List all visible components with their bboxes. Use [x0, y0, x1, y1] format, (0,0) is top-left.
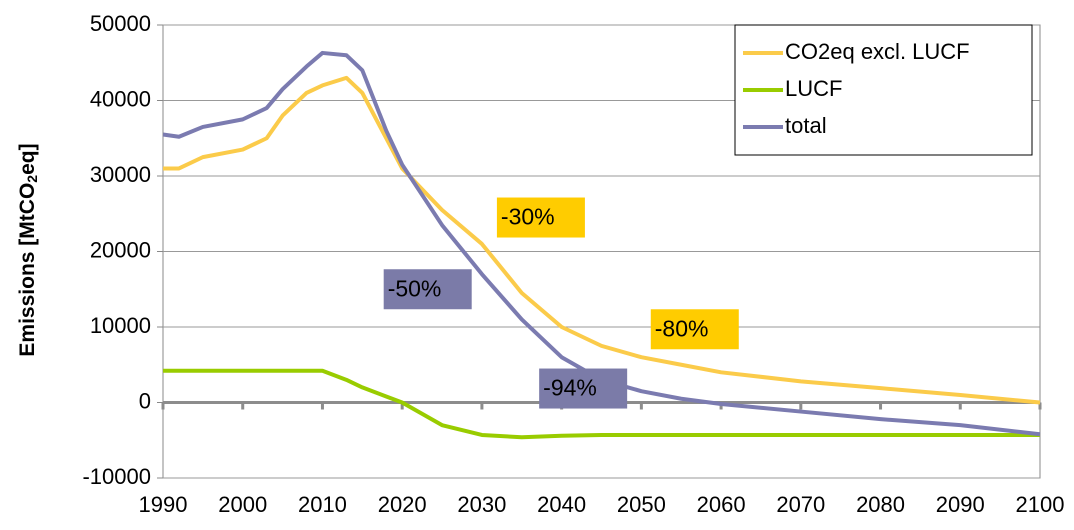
- y-tick-label: -10000: [82, 464, 151, 489]
- legend-box: [734, 24, 1033, 156]
- legend-label: total: [785, 113, 827, 138]
- annotation-text: -94%: [543, 375, 597, 401]
- series-line: [163, 75, 1041, 405]
- y-tick-label: 20000: [90, 237, 151, 262]
- x-tick-label: 2020: [378, 492, 427, 517]
- legend-label: CO2eq excl. LUCF: [785, 39, 970, 64]
- annotation-box: [650, 309, 739, 350]
- x-tick-label: 2030: [457, 492, 506, 517]
- series-line: [162, 50, 1041, 437]
- x-tick-label: 1990: [139, 492, 188, 517]
- annotation-box: [539, 368, 628, 409]
- x-tick-label: 2040: [537, 492, 586, 517]
- x-tick-label: 2070: [776, 492, 825, 517]
- y-label-part: eq]: [16, 143, 39, 175]
- x-tick-label: 2050: [617, 492, 666, 517]
- annotation-box: [496, 197, 585, 238]
- y-label-part: Emissions [MtCO: [16, 183, 39, 357]
- y-axis-label: Emissions [MtCO2eq]: [16, 143, 40, 356]
- y-label-sub: 2: [24, 175, 40, 183]
- y-tick-label: 30000: [90, 162, 151, 187]
- series-line: [163, 368, 1040, 440]
- annotation-text: -80%: [655, 315, 709, 341]
- annotation-box: [383, 269, 472, 310]
- y-tick-label: 10000: [90, 313, 151, 338]
- y-tick-label: 0: [139, 388, 151, 413]
- annotation-text: -30%: [501, 204, 555, 230]
- x-tick-label: 2090: [936, 492, 985, 517]
- annotation-text: -50%: [388, 275, 442, 301]
- x-tick-label: 2100: [1016, 492, 1065, 517]
- x-tick-label: 2010: [298, 492, 347, 517]
- x-tick-label: 2000: [218, 492, 267, 517]
- y-tick-label: 40000: [90, 86, 151, 111]
- legend-label: LUCF: [785, 76, 842, 101]
- y-tick-label: 50000: [90, 11, 151, 36]
- x-tick-label: 2060: [697, 492, 746, 517]
- x-tick-label: 2080: [856, 492, 905, 517]
